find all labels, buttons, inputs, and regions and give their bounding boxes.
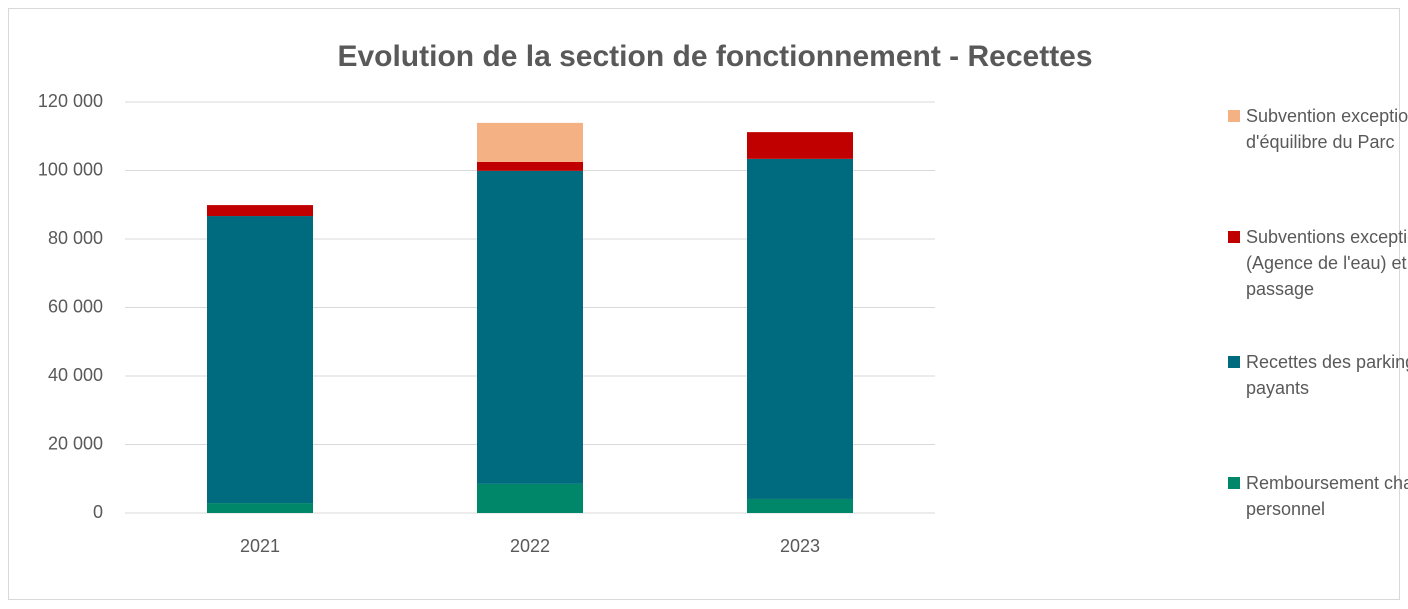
bar-segment	[477, 122, 583, 162]
bar-segment	[207, 216, 313, 504]
y-tick-label: 80 000	[48, 228, 103, 248]
y-tick-label: 60 000	[48, 296, 103, 316]
y-tick-label: 0	[93, 502, 103, 522]
y-tick-label: 20 000	[48, 433, 103, 453]
bar-segment	[747, 498, 853, 513]
bar-segment	[207, 503, 313, 513]
bar-segment	[477, 483, 583, 513]
y-tick-label: 120 000	[38, 91, 103, 111]
legend-label: Remboursement charges de personnel	[1246, 473, 1408, 519]
legend-item: Subventions exceptionnelles (Agence de l…	[1228, 224, 1408, 302]
legend-swatch	[1228, 110, 1240, 122]
legend-item: Recettes des parkings payants	[1228, 349, 1408, 401]
x-tick-label: 2022	[510, 536, 550, 556]
legend-label: Recettes des parkings payants	[1246, 352, 1408, 398]
legend-swatch	[1228, 356, 1240, 368]
bar-segment	[477, 170, 583, 484]
legend-label: Subventions exceptionnelles (Agence de l…	[1246, 227, 1408, 299]
bar-segment	[477, 161, 583, 171]
y-tick-label: 40 000	[48, 365, 103, 385]
x-tick-label: 2021	[240, 536, 280, 556]
bar-segment	[747, 158, 853, 499]
legend-label: Subvention exceptionnelle d'équilibre du…	[1246, 106, 1408, 152]
x-tick-label: 2023	[780, 536, 820, 556]
bar-segment	[747, 132, 853, 159]
y-tick-label: 100 000	[38, 159, 103, 179]
legend-item: Subvention exceptionnelle d'équilibre du…	[1228, 103, 1408, 155]
legend-swatch	[1228, 477, 1240, 489]
chart-title: Evolution de la section de fonctionnemen…	[337, 40, 1092, 73]
legend-item: Remboursement charges de personnel	[1228, 470, 1408, 522]
bar-segment	[207, 205, 313, 217]
legend-swatch	[1228, 231, 1240, 243]
